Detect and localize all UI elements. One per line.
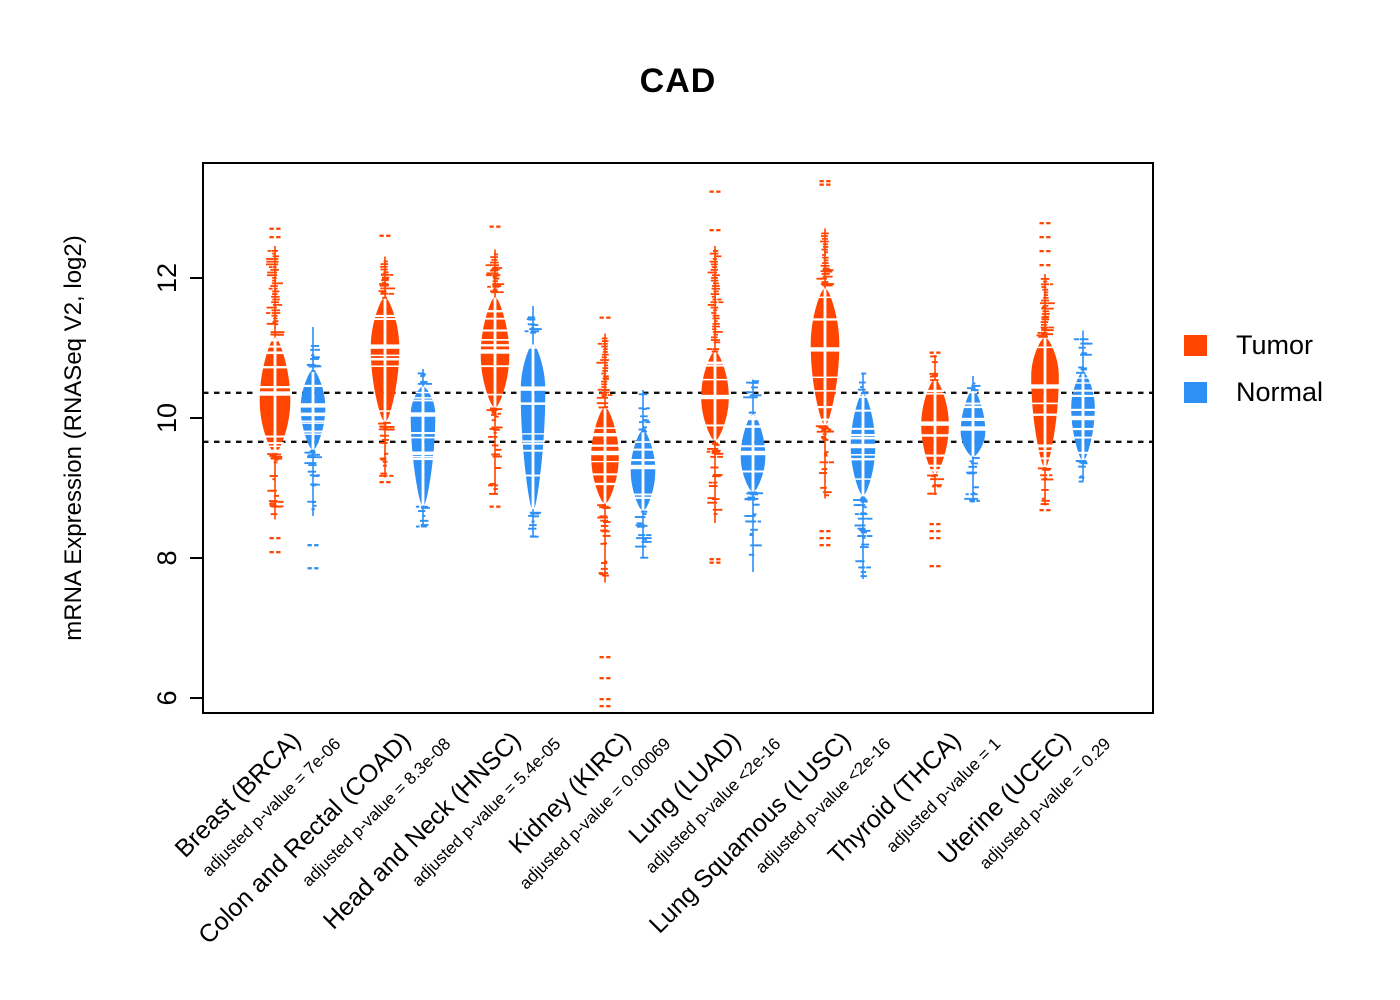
chart-title: CAD (639, 62, 717, 100)
violin-brca-normal (299, 327, 327, 570)
x-label-thca: Thyroid (THCA)adjusted p-value = 1 (823, 726, 1005, 870)
violin-luad-tumor (699, 190, 731, 564)
violin-hnsc-tumor (479, 225, 511, 508)
legend-item-tumor: Tumor (1184, 330, 1323, 361)
legend-label-tumor: Tumor (1236, 330, 1314, 360)
violin-ucec-tumor (1029, 222, 1061, 512)
plot-frame (202, 162, 1154, 714)
violin-thca-tumor (919, 351, 951, 568)
violin-coad-normal (409, 369, 437, 528)
y-tick-label-6: 6 (152, 691, 182, 706)
y-tick-label-12: 12 (152, 263, 182, 293)
violin-lusc-tumor (809, 180, 841, 547)
normal-swatch (1184, 382, 1207, 403)
x-label-luad: Lung (LUAD)adjusted p-value <2e-16 (623, 726, 784, 877)
violin-lusc-normal (849, 372, 877, 580)
violin-brca-tumor (258, 227, 292, 554)
violin-thca-normal (959, 376, 987, 503)
x-label-ucec: Uterine (UCEC)adjusted p-value = 0.29 (933, 726, 1115, 873)
y-tick-label-10: 10 (152, 403, 182, 433)
legend-label-normal: Normal (1236, 377, 1324, 407)
violin-kirc-tumor (589, 316, 621, 708)
y-tick-label-8: 8 (152, 551, 182, 566)
violin-luad-normal (739, 379, 767, 573)
violin-ucec-normal (1069, 330, 1097, 483)
legend: Tumor Normal (1184, 330, 1323, 424)
violin-kirc-normal (629, 390, 657, 559)
tumor-swatch (1184, 335, 1207, 356)
violin-hnsc-normal (519, 306, 547, 538)
legend-item-normal: Normal (1184, 377, 1323, 408)
violin-coad-tumor (369, 234, 401, 484)
